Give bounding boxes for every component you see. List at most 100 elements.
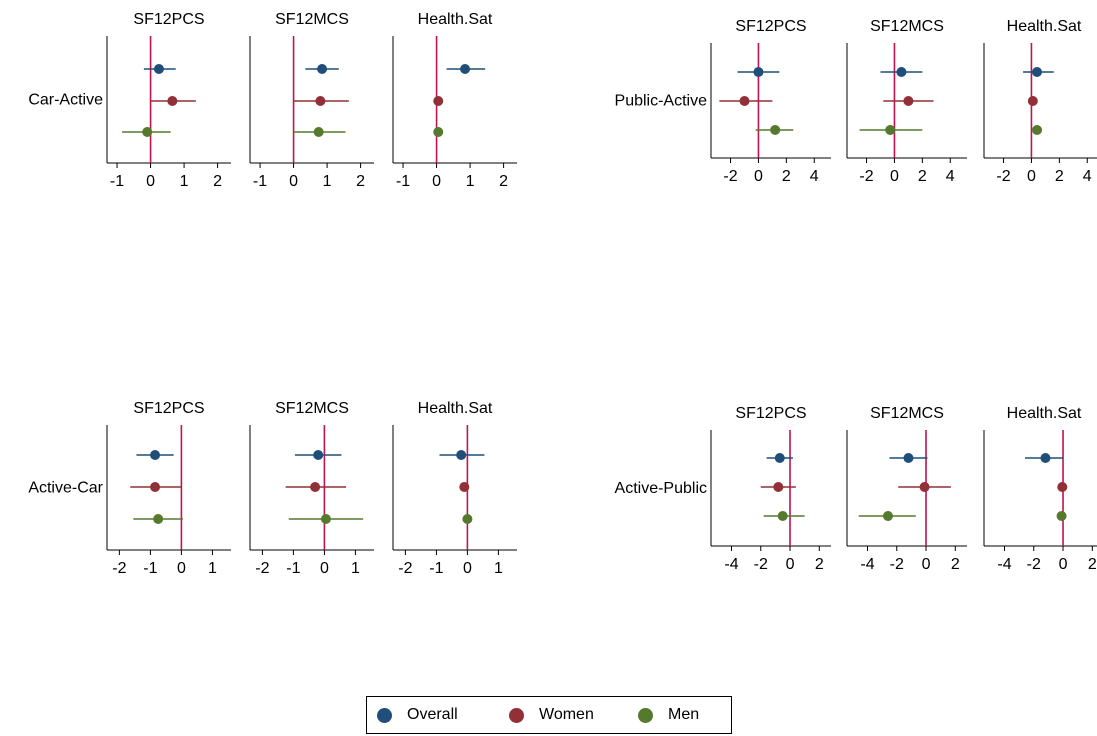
legend-label-overall: Overall [407, 706, 458, 723]
x-tick-label: -1 [253, 173, 267, 190]
x-tick-label: 2 [499, 173, 508, 190]
legend: Overall Women Men [366, 696, 732, 734]
x-tick-label: 0 [786, 556, 795, 573]
x-tick-label: 2 [815, 556, 824, 573]
x-tick-label: -2 [1027, 556, 1041, 573]
x-tick-label: 0 [320, 560, 329, 577]
x-tick-label: -1 [396, 173, 410, 190]
point-women [919, 482, 930, 492]
x-tick-label: 2 [918, 168, 927, 185]
x-tick-label: 0 [754, 168, 763, 185]
point-overall [313, 450, 324, 460]
x-tick-label: 1 [351, 560, 360, 577]
x-tick-label: 2 [782, 168, 791, 185]
x-tick-label: -2 [859, 168, 873, 185]
legend-label-men: Men [668, 706, 700, 723]
point-overall [150, 450, 161, 460]
x-tick-label: 0 [146, 173, 155, 190]
point-overall [774, 453, 785, 463]
x-tick-label: 1 [323, 173, 332, 190]
x-tick-label: 0 [890, 168, 899, 185]
x-tick-label: 0 [177, 560, 186, 577]
x-tick-label: 2 [951, 556, 960, 573]
x-tick-label: 2 [1055, 168, 1064, 185]
point-overall [1032, 67, 1043, 77]
point-men [433, 127, 444, 137]
x-tick-label: 0 [922, 556, 931, 573]
panel-title: SF12MCS [870, 405, 944, 422]
point-men [153, 514, 164, 524]
point-women [739, 96, 750, 106]
point-men [882, 511, 893, 521]
x-tick-label: 0 [289, 173, 298, 190]
x-tick-label: -2 [754, 556, 768, 573]
panel-title: SF12PCS [133, 400, 204, 417]
x-tick-label: 4 [810, 168, 819, 185]
point-overall [896, 67, 907, 77]
x-tick-label: 0 [463, 560, 472, 577]
panel-title: Health.Sat [418, 11, 493, 28]
point-men [313, 127, 324, 137]
x-tick-label: 4 [1083, 168, 1092, 185]
x-tick-label: -1 [286, 560, 300, 577]
point-women [1027, 96, 1038, 106]
point-men [462, 514, 473, 524]
x-tick-label: 1 [494, 560, 503, 577]
point-women [773, 482, 784, 492]
panel-sf12pcs: SF12PCS -4 -2 0 2 [710, 405, 831, 573]
x-tick-label: -2 [890, 556, 904, 573]
panel-sf12pcs: SF12PCS -1 0 1 2 [106, 11, 231, 190]
point-overall [460, 64, 471, 74]
x-tick-label: 0 [432, 173, 441, 190]
panel-health-sat: Health.Sat -2 0 2 4 [983, 18, 1097, 185]
x-tick-label: 2 [356, 173, 365, 190]
panel-sf12pcs: SF12PCS -2 -1 0 1 [106, 400, 231, 577]
panel-title: SF12PCS [735, 18, 806, 35]
x-tick-label: -1 [429, 560, 443, 577]
point-overall [753, 67, 764, 77]
point-men [770, 125, 781, 135]
row-label: Active-Car [28, 480, 103, 497]
x-tick-label: 1 [180, 173, 189, 190]
point-overall [1040, 453, 1051, 463]
legend-marker-women [509, 707, 524, 723]
x-tick-label: -2 [255, 560, 269, 577]
legend-item-women: Women [509, 697, 594, 733]
x-tick-label: -1 [110, 173, 124, 190]
panel-sf12mcs: SF12MCS -1 0 1 2 [249, 11, 374, 190]
point-women [433, 96, 444, 106]
x-tick-label: -1 [143, 560, 157, 577]
panel-health-sat: Health.Sat -1 0 1 2 [392, 11, 517, 190]
panel-title: Health.Sat [418, 400, 493, 417]
point-overall [317, 64, 328, 74]
legend-label-women: Women [539, 706, 594, 723]
point-women [459, 482, 470, 492]
point-overall [153, 64, 164, 74]
point-women [310, 482, 321, 492]
point-overall [456, 450, 467, 460]
x-tick-label: 0 [1059, 556, 1068, 573]
x-tick-label: -2 [996, 168, 1010, 185]
point-women [315, 96, 326, 106]
x-tick-label: -2 [398, 560, 412, 577]
point-men [142, 127, 153, 137]
panel-title: SF12MCS [275, 400, 349, 417]
panel-health-sat: Health.Sat -2 -1 0 1 [392, 400, 517, 577]
point-overall [903, 453, 914, 463]
point-men [885, 125, 896, 135]
x-tick-label: 2 [1088, 556, 1097, 573]
legend-marker-overall [377, 707, 392, 723]
point-women [1057, 482, 1068, 492]
panel-title: SF12PCS [133, 11, 204, 28]
panel-sf12pcs: SF12PCS -2 0 2 4 [710, 18, 831, 185]
x-tick-label: 1 [208, 560, 217, 577]
panel-sf12mcs: SF12MCS -2 -1 0 1 [249, 400, 374, 577]
x-tick-label: 1 [466, 173, 475, 190]
x-tick-label: -4 [997, 556, 1011, 573]
point-men [1056, 511, 1067, 521]
point-men [777, 511, 788, 521]
